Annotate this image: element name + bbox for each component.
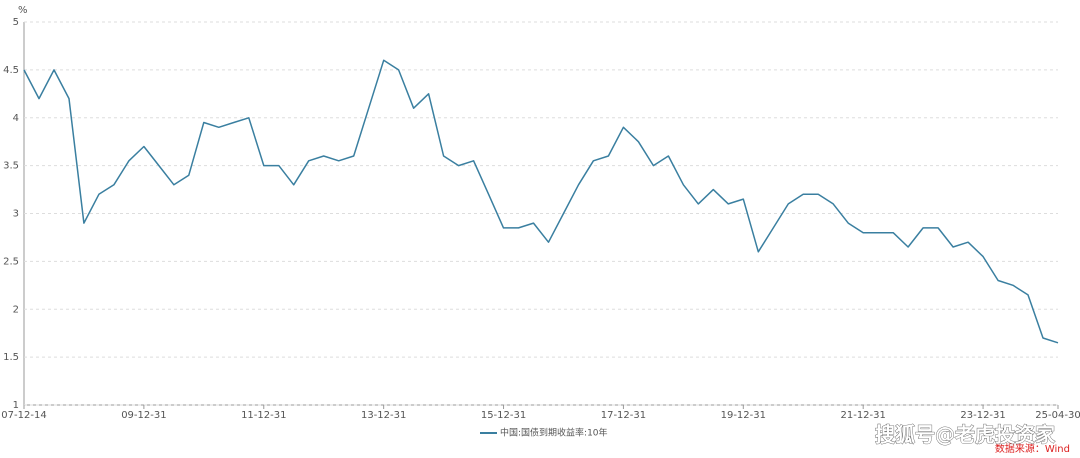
y-tick-label: 2 [13, 304, 19, 315]
legend-label: 中国:国债到期收益率:10年 [500, 427, 608, 439]
y-tick-label: 1 [13, 400, 19, 411]
y-axis-label: % [18, 5, 28, 16]
y-tick-label: 3.5 [3, 161, 19, 172]
x-tick-label: 15-12-31 [481, 410, 526, 421]
x-tick-label: 13-12-31 [361, 410, 406, 421]
x-tick-label: 25-04-30 [1035, 410, 1080, 421]
x-tick-label: 07-12-14 [1, 410, 46, 421]
y-tick-label: 4 [13, 113, 19, 124]
x-tick-label: 21-12-31 [840, 410, 885, 421]
y-tick-label: 4.5 [3, 65, 19, 76]
watermark: 搜狐号@老虎投资家 [875, 423, 1056, 447]
y-tick-label: 5 [13, 17, 19, 28]
x-tick-label: 11-12-31 [241, 410, 286, 421]
x-tick-label: 17-12-31 [601, 410, 646, 421]
y-tick-label: 3 [13, 209, 19, 220]
x-tick-label: 09-12-31 [121, 410, 166, 421]
x-tick-label: 23-12-31 [960, 410, 1005, 421]
y-tick-label: 2.5 [3, 256, 19, 267]
source: 数据来源：Wind [995, 442, 1070, 455]
x-tick-label: 19-12-31 [721, 410, 766, 421]
line [23, 59, 1059, 344]
y-tick-label: 1.5 [3, 352, 19, 363]
